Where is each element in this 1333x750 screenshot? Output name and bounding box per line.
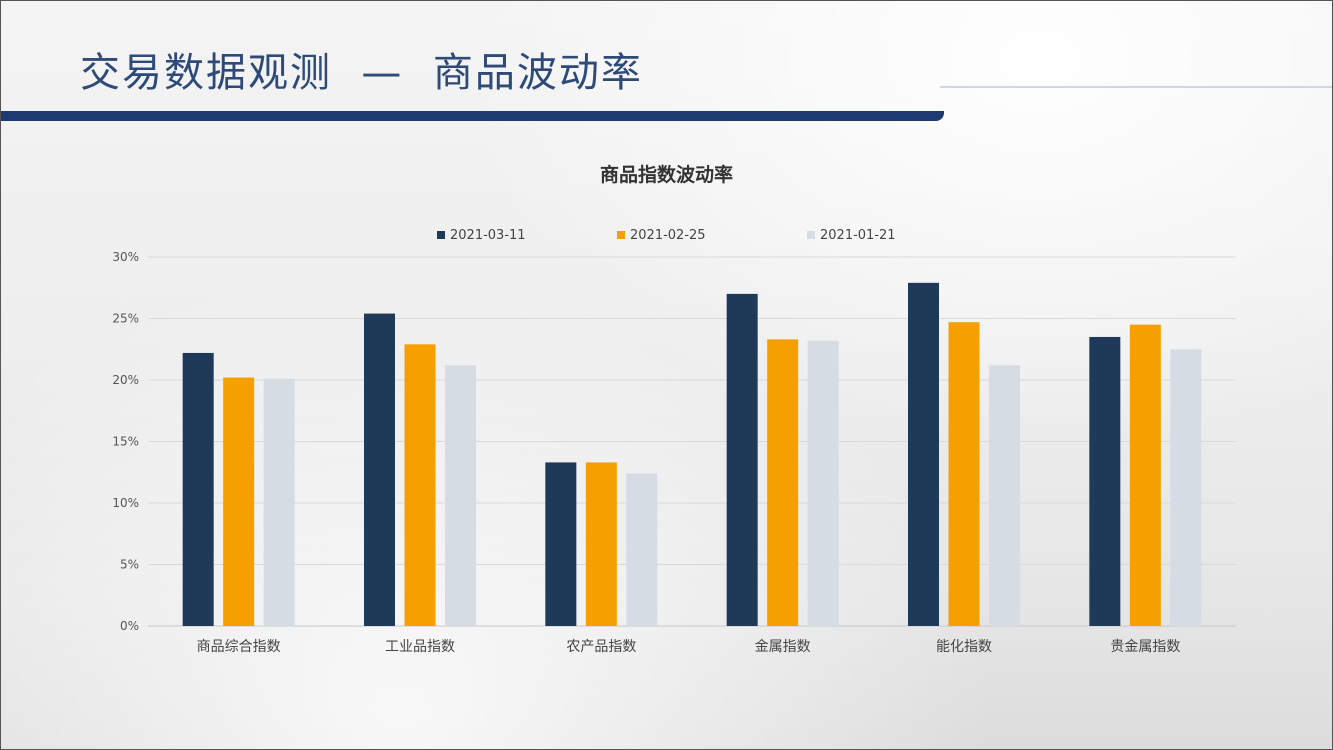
bar-4-series-1 — [948, 322, 980, 626]
y-axis-tick-labels: 0% 5% 10% 15% 20% 25% 30% — [112, 250, 139, 633]
bar-3-series-2 — [807, 340, 839, 626]
bar-0-series-1 — [223, 377, 255, 626]
bar-1-series-2 — [445, 365, 476, 626]
legend-item-series-0: 2021-03-11 — [437, 228, 617, 243]
bar-0-series-2 — [263, 378, 295, 626]
chart-title: 商品指数波动率 — [599, 164, 733, 186]
gridlines — [148, 256, 1236, 627]
bar-2-series-2 — [626, 473, 658, 626]
bar-5-series-0 — [1089, 336, 1121, 626]
x-tick-label: 能化指数 — [936, 639, 992, 655]
title-accent-line — [940, 86, 1333, 88]
slide-title: 交易数据观测 — 商品波动率 — [80, 50, 643, 96]
x-tick-label: 农产品指数 — [566, 639, 636, 655]
legend-label-series-0: 2021-03-11 — [450, 227, 526, 243]
bar-4-series-0 — [908, 282, 939, 626]
legend-swatch-series-1 — [617, 231, 625, 239]
bars — [182, 282, 1202, 626]
y-tick-label: 25% — [112, 312, 139, 326]
bar-3-series-1 — [767, 339, 799, 626]
y-tick-label: 20% — [112, 373, 139, 387]
legend-swatch-series-2 — [807, 231, 815, 239]
y-tick-label: 30% — [112, 250, 139, 264]
bar-5-series-1 — [1129, 324, 1161, 626]
legend-item-series-1: 2021-02-25 — [617, 228, 807, 243]
x-tick-label: 贵金属指数 — [1110, 639, 1180, 655]
x-axis-tick-labels: 商品综合指数 工业品指数 农产品指数 金属指数 能化指数 贵金属指数 — [197, 639, 1181, 655]
x-tick-label: 金属指数 — [755, 639, 811, 655]
bar-1-series-0 — [364, 313, 395, 626]
chart-legend: 2021-03-11 2021-02-25 2021-01-21 — [437, 225, 896, 245]
y-tick-label: 5% — [120, 558, 139, 572]
bar-0-series-0 — [182, 352, 214, 626]
x-tick-label: 商品综合指数 — [197, 639, 281, 655]
title-underline-bar — [0, 111, 944, 121]
y-tick-label: 15% — [112, 435, 139, 449]
y-tick-label: 0% — [120, 619, 139, 633]
legend-label-series-1: 2021-02-25 — [630, 227, 706, 243]
bar-2-series-1 — [585, 462, 617, 626]
legend-label-series-2: 2021-01-21 — [820, 227, 896, 243]
legend-swatch-series-0 — [437, 231, 445, 239]
legend-item-series-2: 2021-01-21 — [807, 228, 896, 243]
x-tick-label: 工业品指数 — [385, 639, 455, 655]
bar-4-series-2 — [989, 365, 1020, 626]
bar-2-series-0 — [545, 462, 577, 626]
bar-3-series-0 — [726, 293, 758, 626]
bar-5-series-2 — [1170, 349, 1202, 626]
bar-1-series-1 — [404, 344, 436, 626]
y-tick-label: 10% — [112, 496, 139, 510]
